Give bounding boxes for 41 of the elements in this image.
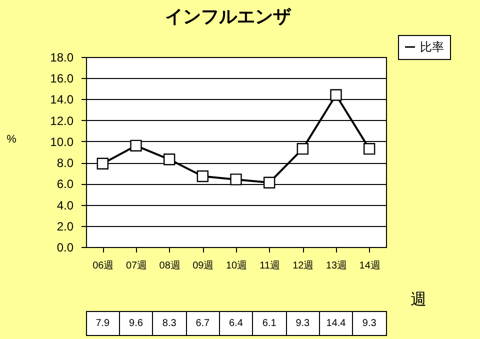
point [230, 174, 242, 186]
point [163, 154, 176, 166]
x-axis-title: 週 [410, 292, 426, 308]
x-tick-label: 08週 [159, 260, 180, 272]
y-tick-label: 2.0 [56, 219, 74, 234]
point [96, 158, 109, 170]
point [263, 176, 276, 188]
legend-label: 比率 [420, 40, 444, 54]
y-tick-label: 0.0 [56, 240, 74, 254]
data-label: 9.3 [296, 318, 310, 329]
data-label: 8.3 [162, 318, 177, 329]
x-tick-label: 13週 [326, 260, 348, 272]
y-tick-label: 18.0 [50, 50, 74, 64]
point [130, 140, 142, 152]
x-tick-label: 14週 [359, 260, 380, 272]
x-tick-label: 06週 [92, 260, 114, 272]
point [330, 89, 342, 101]
x-tick-label: 11週 [260, 260, 280, 272]
data-label: 6.4 [229, 318, 244, 329]
x-tick-label: 09週 [192, 260, 214, 272]
y-tick-label: 10.0 [50, 134, 74, 149]
x-tick-label: 12週 [292, 260, 314, 272]
y-tick-label: 4.0 [56, 198, 74, 212]
chart-title: インフルエンザ [165, 6, 292, 26]
y-tick-label: 6.0 [56, 177, 74, 192]
data-label: 6.7 [196, 318, 210, 329]
y-tick-label: 12.0 [50, 114, 74, 128]
y-tick-label: 16.0 [50, 72, 74, 86]
data-label: 9.6 [129, 318, 144, 329]
y-tick-label: 8.0 [56, 156, 74, 170]
point [296, 142, 309, 155]
x-tick-label: 07週 [126, 260, 148, 272]
x-tick-label: 10週 [226, 260, 248, 272]
data-label: 6.1 [262, 318, 277, 329]
data-label: 7.9 [96, 318, 110, 329]
data-label: 14.4 [326, 318, 346, 329]
point [363, 142, 376, 155]
y-axis-title: % [6, 134, 17, 146]
data-label: 9.3 [362, 318, 377, 329]
point [196, 170, 209, 182]
y-tick-label: 14.0 [50, 92, 74, 107]
